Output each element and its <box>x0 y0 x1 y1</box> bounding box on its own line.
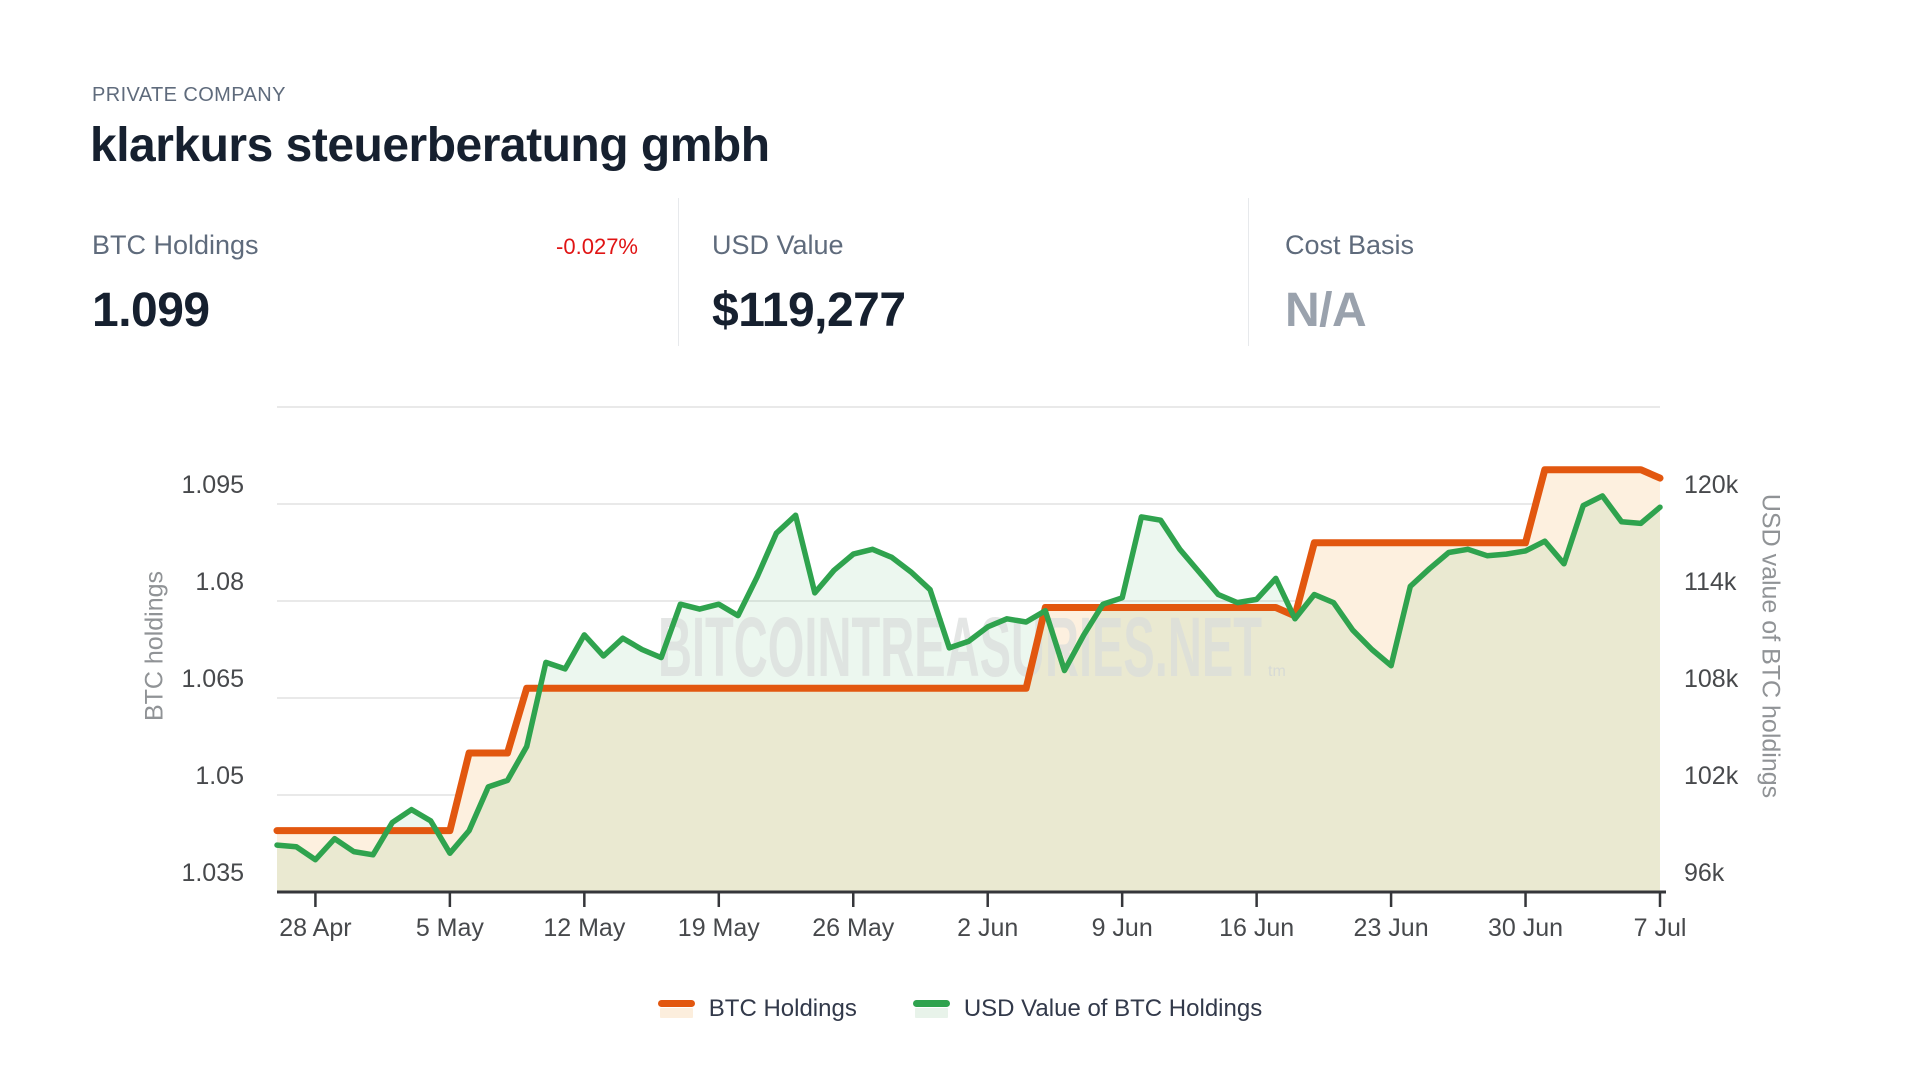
y-tick-label-left: 1.065 <box>181 665 244 693</box>
stat-btc-holdings: BTC Holdings -0.027% 1.099 <box>92 230 678 338</box>
y-tick-label-left: 1.05 <box>195 762 244 790</box>
y-tick-label-right: 96k <box>1684 859 1725 887</box>
stat-btc-holdings-value: 1.099 <box>92 284 210 337</box>
y-tick-label-left: 1.035 <box>181 859 244 887</box>
x-tick-marks <box>314 892 1662 907</box>
watermark-tm: tm <box>1268 663 1286 680</box>
legend-item-btc-holdings[interactable]: BTC Holdings <box>657 995 857 1023</box>
x-tick-label: 23 Jun <box>1353 914 1429 942</box>
x-tick-label: 7 Jul <box>1633 914 1687 942</box>
btc-area <box>277 469 1660 892</box>
stat-usd-value-value: $119,277 <box>712 284 906 337</box>
stat-usd-value: USD Value $119,277 <box>712 230 1212 338</box>
x-tick-label: 2 Jun <box>957 914 1019 942</box>
x-tick-label: 16 Jun <box>1219 914 1295 942</box>
stat-cost-basis-value: N/A <box>1285 284 1367 337</box>
left-axis-title: BTC holdings <box>140 570 169 722</box>
x-tick-label: 28 Apr <box>279 914 352 942</box>
right-axis-title: USD value of BTC holdings <box>1756 493 1785 799</box>
x-tick-label: 5 May <box>415 914 484 942</box>
stats-divider <box>1248 198 1249 346</box>
legend-item-usd-value[interactable]: USD Value of BTC Holdings <box>912 995 1263 1023</box>
page-title: klarkurs steuerberatung gmbh <box>90 119 770 172</box>
x-tick-label: 12 May <box>543 914 626 942</box>
stats-divider <box>678 198 679 346</box>
x-tick-label: 26 May <box>812 914 895 942</box>
legend-label-usd: USD Value of BTC Holdings <box>963 995 1263 1022</box>
x-tick-label: 9 Jun <box>1091 914 1153 942</box>
stat-usd-value-label: USD Value <box>712 230 844 260</box>
btc-legend-swatch-icon <box>657 1000 695 1018</box>
y-tick-label-left: 1.095 <box>181 471 244 499</box>
y-tick-label-left: 1.08 <box>195 568 244 596</box>
x-tick-label: 30 Jun <box>1488 914 1564 942</box>
y-tick-label-right: 102k <box>1684 762 1739 790</box>
y-tick-label-right: 108k <box>1684 665 1739 693</box>
stat-btc-change-badge: -0.027% <box>556 234 638 259</box>
usd-line <box>274 493 1663 863</box>
btc-line <box>273 466 1664 835</box>
company-type-label: PRIVATE COMPANY <box>92 84 286 106</box>
chart-legend: BTC Holdings USD Value of BTC Holdings <box>0 995 1920 1023</box>
legend-label-btc: BTC Holdings <box>708 995 857 1022</box>
stat-cost-basis-label: Cost Basis <box>1285 230 1415 260</box>
y-tick-label-right: 120k <box>1684 471 1739 499</box>
x-tick-label: 19 May <box>677 914 760 942</box>
usd-legend-swatch-icon <box>912 1000 950 1018</box>
y-tick-label-right: 114k <box>1684 568 1737 596</box>
stat-cost-basis: Cost Basis N/A <box>1285 230 1705 338</box>
stat-btc-holdings-label: BTC Holdings <box>92 230 259 260</box>
